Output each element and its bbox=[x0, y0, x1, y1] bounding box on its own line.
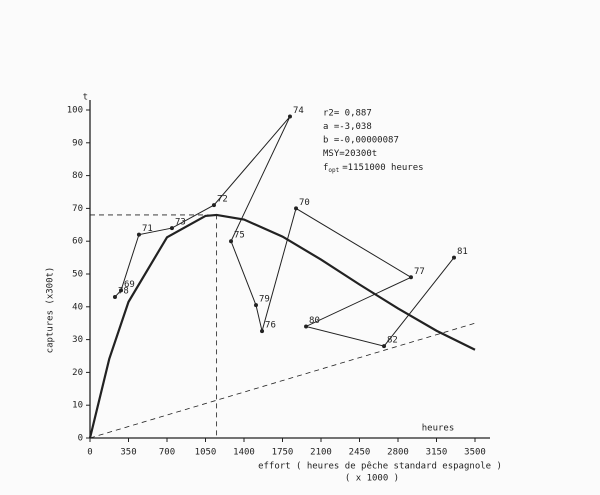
annotation: MSY=20300t bbox=[323, 149, 377, 159]
x-unit: heures bbox=[422, 424, 455, 434]
y-tick-label: 90 bbox=[72, 138, 83, 148]
year-point bbox=[408, 275, 413, 280]
year-label: 73 bbox=[175, 218, 186, 228]
y-tick-label: 0 bbox=[78, 434, 83, 444]
y-tick-label: 70 bbox=[72, 204, 83, 214]
year-label: 74 bbox=[293, 106, 304, 116]
y-axis-label: captures (x300t) bbox=[46, 267, 56, 354]
y-unit: t bbox=[83, 93, 88, 103]
year-point bbox=[112, 294, 117, 299]
y-tick-label: 60 bbox=[72, 237, 83, 247]
year-point bbox=[169, 226, 174, 231]
year-point bbox=[229, 239, 234, 244]
x-tick-label: 1400 bbox=[233, 448, 255, 458]
x-tick-label: 1050 bbox=[195, 448, 217, 458]
x-tick-label: 3150 bbox=[426, 448, 448, 458]
x-tick-label: 1750 bbox=[272, 448, 294, 458]
year-label: 82 bbox=[387, 336, 398, 346]
y-tick-label: 100 bbox=[67, 106, 83, 116]
y-tick-label: 10 bbox=[72, 401, 83, 411]
year-point bbox=[253, 303, 258, 308]
year-point bbox=[451, 255, 456, 260]
y-tick-label: 30 bbox=[72, 335, 83, 345]
year-point bbox=[136, 232, 141, 237]
annotation-fopt: fopt =1151000 heures bbox=[323, 163, 424, 174]
year-point bbox=[294, 206, 299, 211]
annotation: a =-3,038 bbox=[323, 122, 372, 132]
year-point bbox=[382, 344, 387, 349]
year-label: 72 bbox=[217, 195, 228, 205]
x-tick-label: 0 bbox=[87, 448, 92, 458]
year-point bbox=[287, 114, 292, 119]
year-point bbox=[260, 329, 265, 334]
x-tick-label: 2100 bbox=[310, 448, 332, 458]
year-label: 70 bbox=[299, 198, 310, 208]
y-tick-label: 40 bbox=[72, 302, 83, 312]
year-label: 79 bbox=[259, 295, 270, 305]
x-tick-label: 2450 bbox=[349, 448, 371, 458]
annotation: b =-0,00000087 bbox=[323, 136, 399, 146]
fopt-text: =1151000 heures bbox=[342, 163, 423, 173]
guide-line bbox=[89, 322, 476, 439]
year-point bbox=[119, 288, 124, 293]
x-tick-label: 2800 bbox=[387, 448, 409, 458]
year-label: 78 bbox=[118, 286, 129, 296]
year-label: 81 bbox=[457, 247, 468, 257]
x-axis-label-unit: ( x 1000 ) bbox=[345, 474, 399, 484]
year-point bbox=[211, 203, 216, 208]
fopt-subscript: opt bbox=[328, 167, 339, 174]
year-label: 77 bbox=[414, 267, 425, 277]
x-tick-label: 3500 bbox=[464, 448, 486, 458]
annotation: r2= 0,887 bbox=[323, 109, 372, 119]
year-label: 80 bbox=[309, 316, 320, 326]
x-tick-label: 700 bbox=[159, 448, 175, 458]
y-tick-label: 50 bbox=[72, 270, 83, 280]
x-tick-label: 350 bbox=[120, 448, 136, 458]
model-curve bbox=[88, 213, 476, 439]
x-axis-label: effort ( heures de pêche standard espagn… bbox=[258, 461, 502, 472]
fopt-symbol: f bbox=[323, 163, 328, 173]
y-tick-label: 20 bbox=[72, 368, 83, 378]
trajectory-line bbox=[114, 116, 455, 347]
year-label: 76 bbox=[265, 321, 276, 331]
year-label: 69 bbox=[124, 280, 135, 290]
y-tick-label: 80 bbox=[72, 171, 83, 181]
year-label: 71 bbox=[142, 224, 153, 234]
year-label: 75 bbox=[234, 231, 245, 241]
year-point bbox=[304, 324, 309, 329]
